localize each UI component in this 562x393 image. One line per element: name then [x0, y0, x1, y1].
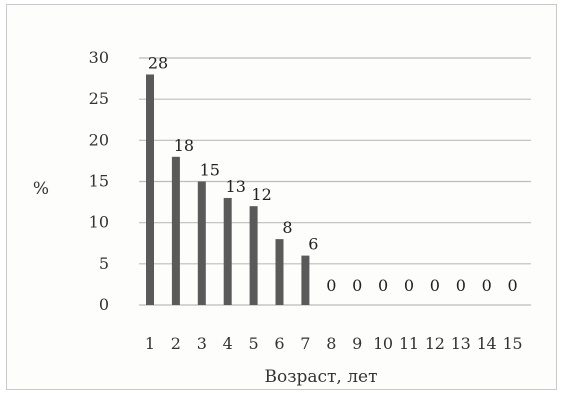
data-label: 0 — [326, 276, 336, 295]
x-tick-label: 5 — [249, 334, 259, 353]
data-label: 12 — [251, 185, 271, 204]
bar — [249, 206, 258, 305]
x-tick-label: 13 — [451, 334, 471, 353]
data-label: 0 — [404, 276, 414, 295]
x-tick-label: 1 — [145, 334, 155, 353]
y-tick-label: 25 — [89, 89, 109, 108]
data-label: 0 — [352, 276, 362, 295]
x-tick-label: 14 — [477, 334, 497, 353]
x-tick-label: 3 — [197, 334, 207, 353]
data-label: 0 — [378, 276, 388, 295]
data-label: 28 — [148, 53, 168, 72]
bar — [223, 197, 232, 305]
x-tick-label: 9 — [352, 334, 362, 353]
data-label: 0 — [456, 276, 466, 295]
x-tick-label: 2 — [171, 334, 181, 353]
y-tick-label: 0 — [99, 295, 109, 314]
x-tick-label: 15 — [503, 334, 523, 353]
bar — [197, 181, 206, 305]
y-tick-label: 5 — [99, 254, 109, 273]
y-tick-labels: 0 5 10 15 20 25 30 — [89, 48, 109, 314]
data-label: 8 — [282, 218, 292, 237]
data-label: 15 — [200, 161, 220, 180]
x-tick-label: 4 — [223, 334, 233, 353]
x-axis-label: Возраст, лет — [264, 367, 377, 387]
x-tick-label: 7 — [300, 334, 310, 353]
data-label: 0 — [508, 276, 518, 295]
y-axis-label: % — [33, 179, 49, 199]
data-label: 6 — [308, 235, 318, 254]
bar — [301, 255, 310, 305]
y-tick-label: 15 — [89, 172, 109, 191]
y-tick-label: 10 — [89, 213, 109, 232]
x-tick-label: 10 — [373, 334, 393, 353]
data-label: 13 — [226, 177, 246, 196]
bar — [171, 156, 180, 305]
y-tick-label: 20 — [89, 130, 109, 149]
x-tick-label: 8 — [326, 334, 336, 353]
x-tick-label: 11 — [399, 334, 419, 353]
data-label: 0 — [430, 276, 440, 295]
bars — [146, 74, 310, 305]
x-tick-label: 6 — [274, 334, 284, 353]
data-label: 18 — [174, 136, 194, 155]
data-label: 0 — [482, 276, 492, 295]
bar — [146, 74, 154, 305]
y-tick-label: 30 — [89, 48, 109, 67]
bar — [275, 239, 284, 305]
x-tick-label: 12 — [425, 334, 445, 353]
x-tick-labels: 1 2 3 4 5 6 7 8 9 10 11 12 13 14 15 — [145, 334, 523, 353]
